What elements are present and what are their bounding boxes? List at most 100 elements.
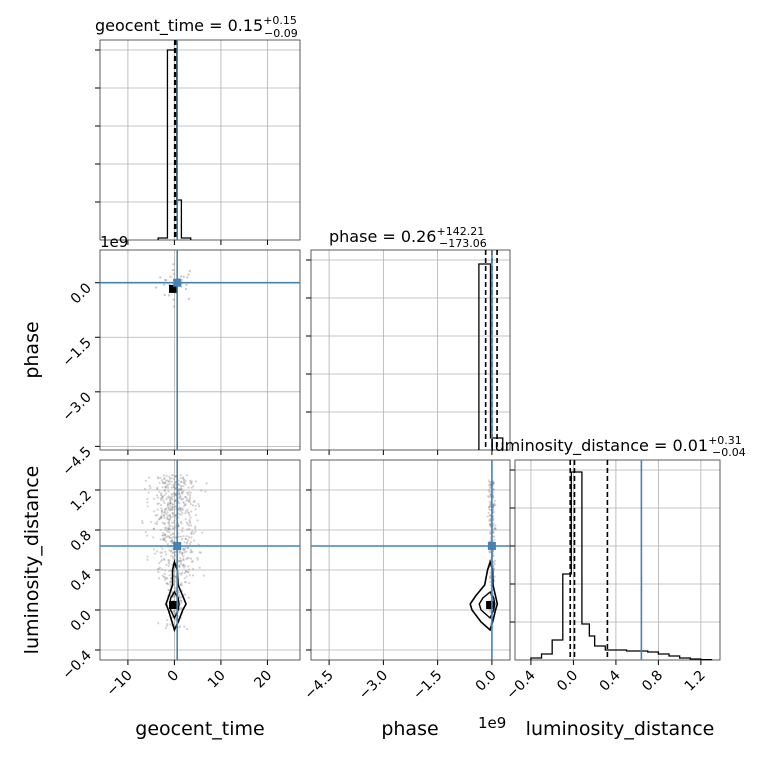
- sample-point: [174, 493, 177, 496]
- sample-point: [161, 521, 164, 524]
- sample-point: [162, 513, 166, 516]
- sample-point: [182, 497, 185, 500]
- sample-point: [189, 502, 192, 506]
- x-tick-label-phase: −3.0: [356, 668, 391, 703]
- sample-point: [164, 507, 168, 510]
- sample-point: [192, 532, 195, 535]
- sample-point: [168, 569, 171, 572]
- sample-point: [167, 521, 171, 524]
- sample-point: [174, 589, 177, 592]
- sample-point: [179, 508, 182, 511]
- sample-point: [164, 509, 167, 512]
- sample-point: [168, 562, 171, 565]
- panel-frame: [99, 39, 301, 241]
- sample-point: [161, 534, 164, 537]
- sample-point: [488, 576, 492, 579]
- sample-point: [494, 524, 497, 527]
- sample-point: [168, 523, 171, 526]
- sample-point: [172, 527, 175, 530]
- sample-point: [168, 559, 171, 562]
- sample-point: [184, 581, 187, 584]
- sample-point: [161, 486, 164, 489]
- sample-point: [185, 491, 189, 494]
- sample-point: [174, 498, 177, 502]
- sample-point: [143, 487, 146, 491]
- sample-point: [183, 571, 186, 575]
- sample-point: [184, 483, 187, 486]
- tick-labels: −10 0 10 20 −4.5 −3.0 −1.5 0.0 −0.4 0.0 0.4 0.8 1.20…: [59, 280, 708, 703]
- sample-point: [169, 550, 173, 553]
- sample-point: [187, 297, 191, 301]
- sample-point: [163, 522, 166, 526]
- sample-point: [160, 509, 163, 513]
- sample-point: [488, 551, 491, 554]
- sample-point: [167, 561, 170, 564]
- title-luminosity-distance: luminosity_distance = 0.01+0.31: [490, 434, 742, 456]
- sample-point: [169, 524, 172, 527]
- sample-point: [189, 479, 192, 482]
- point-estimate-marker: [169, 284, 178, 293]
- sample-point: [171, 527, 175, 530]
- sample-point: [178, 559, 181, 562]
- sample-point: [167, 486, 170, 489]
- sample-point: [191, 574, 195, 577]
- sample-point: [493, 535, 496, 538]
- sample-point: [167, 588, 170, 591]
- panel-geocent-time-histogram: [95, 39, 301, 245]
- sample-point: [492, 560, 495, 563]
- sample-point: [171, 502, 174, 506]
- sample-point: [196, 519, 199, 522]
- sample-point: [180, 607, 183, 611]
- sample-point: [187, 499, 190, 502]
- sample-point: [171, 503, 175, 506]
- sample-point: [178, 594, 181, 597]
- sample-point: [185, 521, 188, 524]
- sample-point: [182, 501, 186, 504]
- sample-point: [171, 507, 174, 511]
- sample-point: [163, 508, 166, 511]
- sample-point: [187, 546, 190, 549]
- sample-point: [181, 530, 184, 533]
- sample-point: [189, 551, 192, 554]
- panel-frame: [514, 459, 721, 661]
- sample-point: [148, 476, 151, 479]
- sample-point: [160, 492, 163, 495]
- sample-point: [492, 483, 495, 486]
- sample-point: [180, 522, 183, 525]
- sample-point: [190, 536, 193, 539]
- sample-point: [144, 479, 147, 483]
- sample-point: [179, 484, 182, 487]
- sample-point: [169, 509, 172, 512]
- sample-point: [189, 548, 192, 551]
- sample-point: [174, 575, 177, 579]
- sample-point: [193, 527, 197, 530]
- sample-point: [181, 508, 184, 512]
- y-tick-label-luminosity-distance: −0.4: [59, 647, 94, 682]
- sample-point: [177, 490, 181, 494]
- sample-point: [492, 481, 495, 484]
- sample-point: [182, 535, 185, 538]
- sample-point: [201, 531, 204, 534]
- sample-point: [190, 482, 193, 485]
- sample-point: [156, 486, 159, 489]
- sample-point: [187, 273, 190, 276]
- sample-point: [160, 509, 164, 512]
- sample-point: [190, 532, 193, 535]
- sample-point: [167, 526, 170, 529]
- sample-point: [488, 532, 492, 535]
- x-tick-label-luminosity-distance: 0.4: [597, 667, 624, 694]
- sample-point: [180, 572, 184, 575]
- sample-point: [179, 561, 182, 564]
- panel-contents: [311, 460, 510, 660]
- x-tick-label-phase: 0.0: [473, 668, 500, 695]
- sample-point: [159, 560, 162, 563]
- sample-point: [157, 502, 160, 505]
- sample-point: [173, 519, 176, 522]
- sample-point: [169, 508, 172, 511]
- sample-point: [156, 476, 160, 479]
- sample-point: [165, 479, 168, 482]
- sample-point: [177, 512, 181, 516]
- sample-point: [152, 497, 156, 500]
- sample-point: [170, 480, 173, 483]
- sample-point: [146, 505, 149, 508]
